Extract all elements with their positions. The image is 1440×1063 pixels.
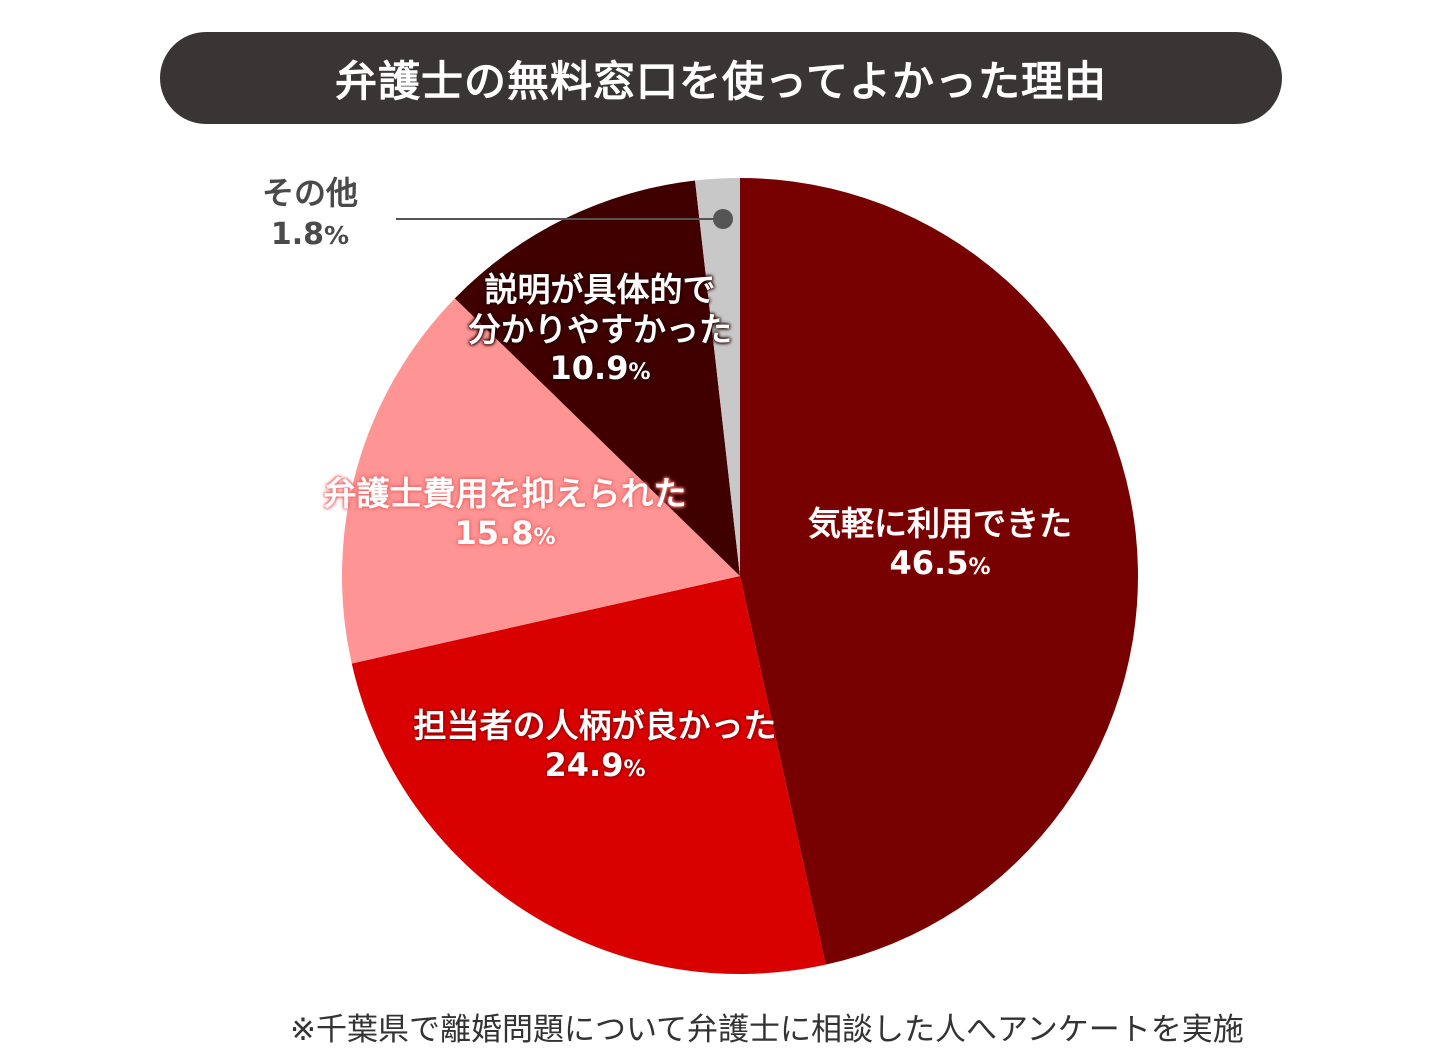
slice-percent: 1.8% <box>270 217 350 253</box>
slice-cost <box>342 298 740 664</box>
footnote: ※千葉県で離婚問題について弁護士に相談した人へアンケートを実施 <box>290 1012 1244 1048</box>
slice-name: その他 <box>262 174 359 212</box>
slice-percent: 46.5% <box>889 543 991 582</box>
slice-name-line2: 分かりやすかった <box>468 309 732 349</box>
slice-label-explanation: 説明が具体的で 分かりやすかった 10.9% <box>440 270 760 388</box>
slice-percent: 24.9% <box>544 745 646 784</box>
title-banner: 弁護士の無料窓口を使ってよかった理由 <box>160 32 1282 124</box>
leader-dot-icon <box>713 209 733 229</box>
chart-title: 弁護士の無料窓口を使ってよかった理由 <box>335 56 1107 106</box>
slice-other <box>695 178 740 576</box>
slice-easy <box>740 178 1138 965</box>
slice-label-personality: 担当者の人柄が良かった 24.9% <box>385 706 805 784</box>
slice-percent: 15.8% <box>454 513 556 552</box>
slice-label-easy: 気軽に利用できた 46.5% <box>780 504 1100 582</box>
slice-name: 弁護士費用を抑えられた <box>323 474 687 513</box>
slice-percent: 10.9% <box>549 349 651 388</box>
slice-personality <box>351 576 826 974</box>
other-leader-line <box>396 209 733 229</box>
slice-name: 気軽に利用できた <box>808 504 1072 543</box>
slice-name-line1: 説明が具体的で <box>484 270 716 309</box>
slice-label-cost: 弁護士費用を抑えられた 15.8% <box>300 474 710 552</box>
slice-explanation <box>454 180 740 576</box>
slice-label-other: その他 1.8% <box>262 172 358 256</box>
slice-name: 担当者の人柄が良かった <box>413 706 777 745</box>
